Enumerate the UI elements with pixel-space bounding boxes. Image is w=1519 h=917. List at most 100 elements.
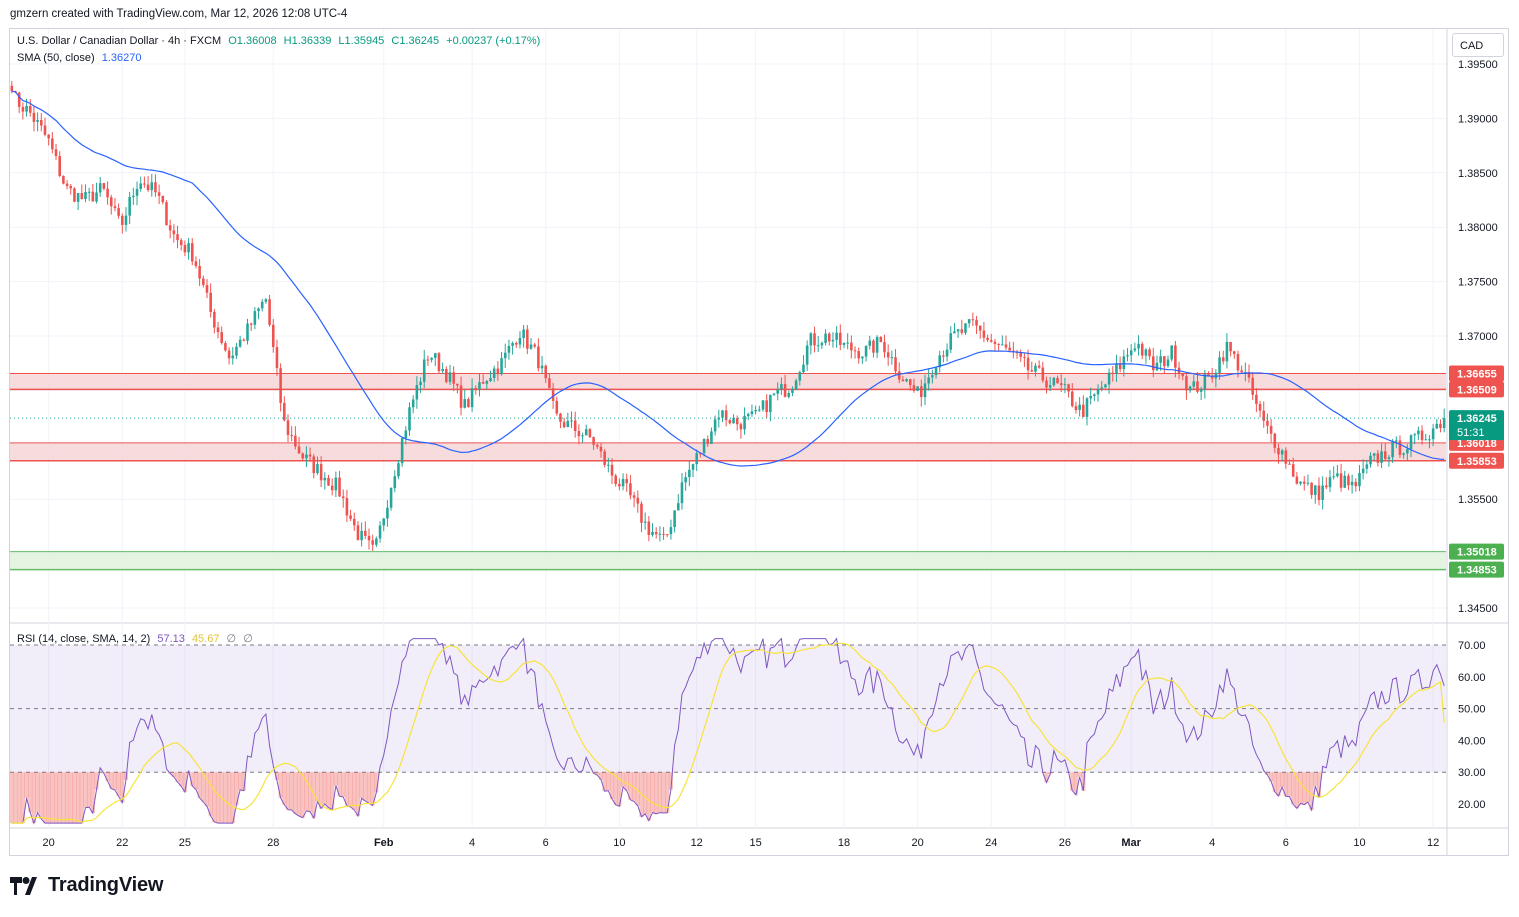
- candle-body: [750, 411, 754, 415]
- candle-body: [713, 419, 717, 432]
- candle-body: [537, 346, 540, 369]
- candle-body: [1417, 430, 1420, 435]
- price-zones: [10, 373, 1446, 571]
- candle-body: [84, 191, 87, 200]
- candle-body: [1372, 453, 1376, 456]
- candle-body: [691, 464, 695, 470]
- candle-body: [640, 503, 643, 523]
- candle-body: [1074, 406, 1078, 411]
- candle-body: [1288, 463, 1291, 465]
- candle-body: [25, 105, 28, 112]
- candle-body: [474, 388, 478, 390]
- candle-body: [1041, 367, 1045, 381]
- candle-body: [275, 347, 279, 369]
- candle-body: [621, 479, 625, 487]
- candle-body: [1133, 348, 1137, 351]
- rsi-label[interactable]: RSI (14, close, SMA, 14, 2): [17, 633, 151, 645]
- candle-body: [341, 496, 345, 499]
- currency-button[interactable]: CAD: [1452, 33, 1504, 57]
- candle-body: [51, 138, 54, 150]
- candle-body: [1104, 384, 1107, 388]
- candle-body: [58, 156, 61, 176]
- candle-body: [1107, 372, 1111, 385]
- candle-body: [739, 424, 743, 430]
- candle-body: [213, 311, 216, 328]
- candle-body: [1030, 370, 1034, 372]
- sma-label[interactable]: SMA (50, close): [17, 52, 95, 64]
- candle-body: [430, 357, 433, 360]
- candle-body: [673, 510, 676, 528]
- candle-body: [592, 437, 595, 445]
- candle-body: [28, 105, 32, 113]
- candle-body: [839, 332, 842, 345]
- candle-body: [32, 112, 36, 122]
- candle-body: [1358, 472, 1361, 487]
- candle-body: [43, 125, 47, 135]
- candle-body: [1203, 373, 1207, 389]
- candle-body: [706, 439, 710, 444]
- candle-body: [467, 399, 470, 408]
- symbol-label[interactable]: U.S. Dollar / Canadian Dollar · 4h · FXC…: [17, 35, 222, 47]
- candle-body: [1380, 451, 1383, 463]
- candle-body: [235, 346, 238, 356]
- candle-body: [791, 389, 794, 393]
- candle-body: [87, 191, 91, 193]
- candle-body: [1115, 363, 1118, 374]
- tradingview-logo[interactable]: TradingView: [10, 874, 163, 897]
- candle-body: [1321, 485, 1324, 500]
- candle-body: [253, 311, 257, 325]
- candle-body: [1398, 440, 1402, 455]
- candle-body: [1163, 356, 1166, 367]
- candle-body: [669, 527, 673, 535]
- candle-body: [746, 414, 750, 417]
- candle-body: [595, 444, 599, 447]
- candle-body: [205, 285, 209, 293]
- time-tick-label: Mar: [1121, 837, 1141, 849]
- candle-body: [1192, 381, 1196, 387]
- candle-body: [967, 319, 971, 324]
- candle-body: [356, 525, 360, 541]
- candle-body: [798, 372, 802, 381]
- candle-body: [389, 488, 393, 508]
- candle-body: [1439, 423, 1442, 429]
- candle-body: [47, 134, 50, 139]
- candle-body: [1185, 376, 1188, 391]
- candle-body: [905, 379, 908, 382]
- candle-body: [441, 369, 444, 372]
- candle-body: [132, 195, 135, 197]
- candle-body: [139, 183, 143, 189]
- candle-body: [1015, 352, 1019, 354]
- candle-body: [853, 350, 857, 352]
- candle-body: [268, 299, 271, 325]
- candle-body: [651, 531, 654, 535]
- candle-body: [1229, 341, 1232, 352]
- candle-body: [1310, 482, 1313, 495]
- candle-body: [754, 409, 757, 412]
- candle-body: [809, 333, 813, 346]
- candle-body: [735, 418, 739, 425]
- candle-body: [618, 483, 621, 487]
- candle-body: [408, 407, 411, 431]
- candle-body: [1155, 362, 1159, 371]
- candle-body: [17, 92, 21, 107]
- candle-body: [312, 456, 316, 474]
- candle-body: [249, 323, 253, 325]
- candle-body: [437, 353, 441, 372]
- candle-body: [923, 383, 927, 398]
- zone-top-price-tag: 1.36018: [1457, 438, 1497, 450]
- sma-50-line: [11, 90, 1445, 467]
- candle-body: [135, 188, 139, 196]
- candle-body: [857, 351, 861, 359]
- candle-body: [286, 420, 290, 435]
- candle-body: [824, 333, 827, 343]
- price-tick-label: 1.35500: [1458, 494, 1498, 506]
- candle-body: [1221, 357, 1225, 362]
- candle-body: [1435, 423, 1439, 429]
- candle-body: [128, 196, 131, 216]
- candle-body: [360, 530, 363, 541]
- candle-body: [584, 429, 588, 436]
- candle-body: [1376, 453, 1380, 463]
- candle-body: [1402, 453, 1405, 455]
- time-tick-label: 10: [1353, 837, 1365, 849]
